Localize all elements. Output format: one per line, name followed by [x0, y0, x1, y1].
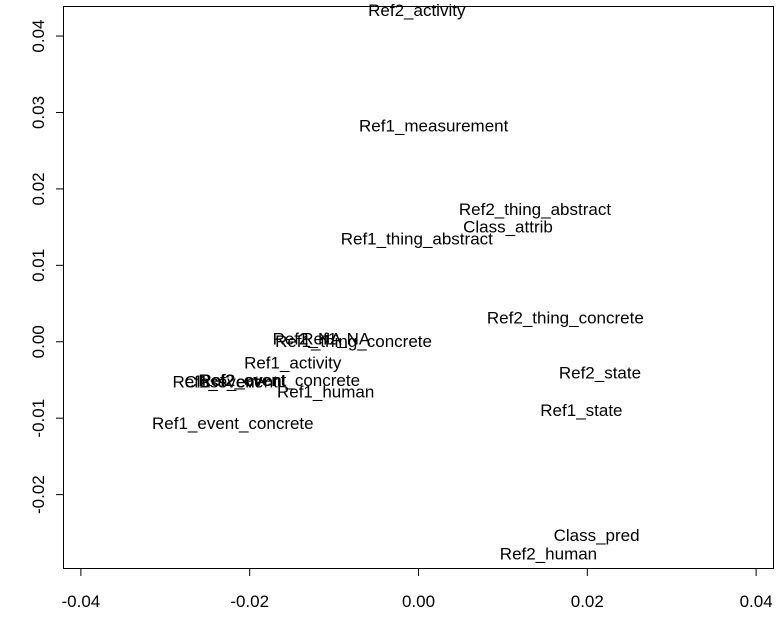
point-label: Ref1_human: [277, 382, 374, 401]
point-label: Ref1_event: [172, 373, 259, 392]
x-tick-label: 0.02: [571, 592, 604, 611]
point-label: Ref2_event: [199, 371, 286, 390]
x-axis: -0.04 -0.02 0.00 0.02 0.04: [62, 568, 773, 611]
point-label: Ref1_NA: [301, 330, 371, 349]
y-tick-label: 0.02: [29, 172, 48, 205]
y-tick-label: 0.01: [29, 249, 48, 282]
point-label: Ref1_thing_abstract: [341, 230, 493, 249]
point-label: Class_pred: [554, 526, 640, 545]
y-tick-label: -0.01: [29, 399, 48, 438]
x-tick-label: 0.00: [402, 592, 435, 611]
point-label: Class_attrib: [463, 217, 553, 236]
point-label: Ref1_thing_concrete: [275, 332, 432, 351]
point-label: Class_event: [184, 373, 278, 392]
plot-frame: [63, 6, 774, 569]
point-label: Ref2_event_concrete: [198, 371, 360, 390]
point-label: Ref1_event_concrete: [152, 414, 314, 433]
point-label: Ref1_state: [540, 401, 622, 420]
y-tick-label: 0.04: [29, 19, 48, 52]
point-labels: Ref2_activity Ref1_measurement Ref2_thing_…: [152, 1, 644, 563]
point-label: Ref1_measurement: [359, 116, 509, 135]
x-tick-label: 0.04: [740, 592, 773, 611]
point-label: Ref2_activity: [368, 1, 466, 20]
y-tick-label: -0.02: [29, 475, 48, 514]
x-tick-label: -0.02: [230, 592, 269, 611]
point-label: Ref2_thing_concrete: [487, 308, 644, 327]
y-axis: -0.02 -0.01 0.00 0.01 0.02 0.03 0.04: [29, 19, 64, 514]
y-tick-label: 0.03: [29, 96, 48, 129]
y-tick-label: 0.00: [29, 325, 48, 358]
point-label: Ref2_thing_abstract: [459, 200, 611, 219]
x-tick-label: -0.04: [62, 592, 101, 611]
point-label: Ref2_NA: [273, 330, 343, 349]
point-label: Ref2_state: [559, 363, 641, 382]
point-label: Ref2_human: [500, 544, 597, 563]
point-label: Ref1_activity: [244, 353, 342, 372]
